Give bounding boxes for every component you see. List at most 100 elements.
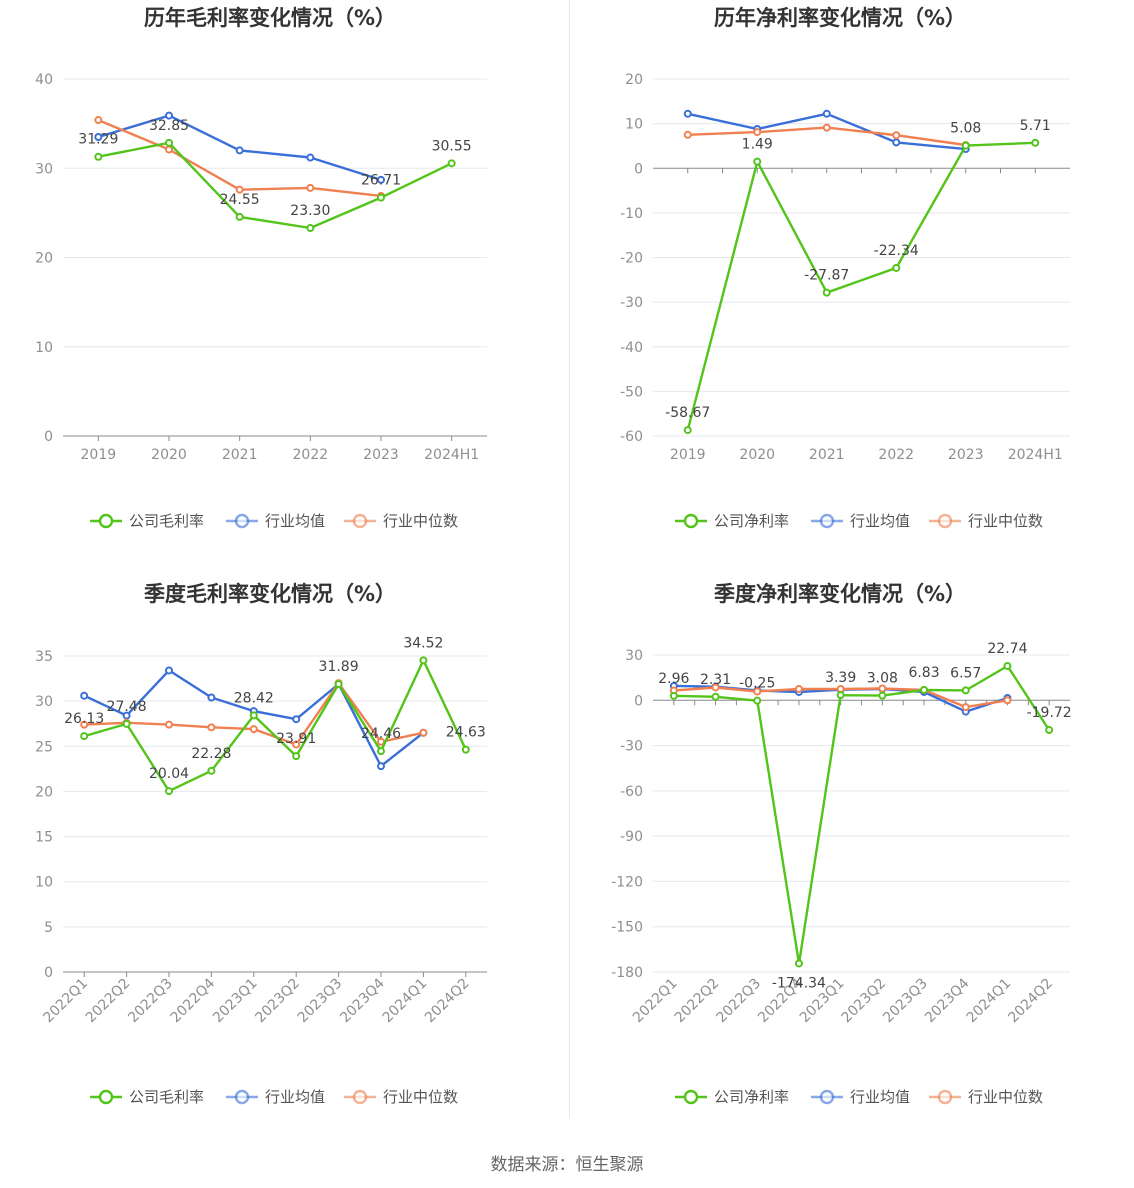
data-label: 24.55 [220, 192, 260, 208]
x-tick-label: 2024H1 [1008, 447, 1063, 463]
chart-title: 历年毛利率变化情况（%） [144, 6, 396, 30]
x-tick-label: 2022 [878, 447, 914, 463]
data-point [165, 145, 173, 154]
series-line-company [83, 659, 467, 793]
data-point [207, 723, 216, 732]
x-tick-label: 2020 [151, 447, 187, 463]
data-point [892, 131, 901, 140]
y-tick-label: -180 [611, 965, 643, 981]
y-tick-label: 0 [634, 161, 643, 177]
quarterly-gross-margin-panel: 季度毛利率变化情况（%） 0 5 10 15 20 25 30 35 2022Q1 2022Q2 20… [0, 576, 567, 1151]
data-point [892, 263, 901, 272]
x-tick-label: 2020 [739, 447, 775, 463]
legend-label: 公司净利率 [714, 512, 789, 530]
x-tick-label: 2024Q1 [380, 976, 431, 1027]
x-tick-label: 2019 [670, 447, 706, 463]
data-point [822, 109, 831, 118]
data-point [80, 691, 89, 700]
x-tick-label: 2021 [222, 447, 258, 463]
data-label: 2.31 [700, 672, 731, 688]
x-tick-label: 2022Q2 [672, 976, 723, 1027]
data-label: 24.46 [361, 726, 401, 742]
panel-divider [569, 0, 570, 1118]
data-label: 5.08 [950, 121, 981, 137]
legend-marker [234, 1089, 250, 1105]
data-label: 6.83 [908, 665, 939, 681]
y-tick-label: 5 [44, 920, 53, 936]
annual-gross-margin-chart: 历年毛利率变化情况（%） 0 10 20 30 40 2019 2020 2021 2022 202… [35, 6, 487, 530]
data-point [235, 212, 244, 221]
data-label: 20.04 [149, 766, 189, 782]
legend-marker [683, 513, 699, 529]
data-point [165, 720, 173, 729]
data-point [306, 224, 315, 233]
data-point [961, 703, 970, 712]
data-label: 31.89 [319, 659, 359, 675]
legend-label: 行业中位数 [383, 512, 458, 530]
chart-title: 季度净利率变化情况（%） [714, 582, 966, 606]
legend-marker [98, 513, 114, 529]
data-point [249, 725, 258, 734]
data-label: 22.28 [191, 746, 231, 762]
data-label: 3.39 [825, 670, 856, 686]
legend-label: 行业中位数 [968, 512, 1043, 530]
y-tick-label: -120 [611, 874, 643, 890]
quarterly-net-margin-chart: 季度净利率变化情况（%） -180 -150 -120 -90 -60 -30 0 30 2022… [611, 582, 1072, 1106]
data-label: 1.49 [742, 137, 773, 153]
data-label: 26.71 [361, 173, 401, 189]
y-tick-label: 10 [35, 875, 53, 891]
y-tick-label: 35 [35, 649, 53, 665]
legend-marker [352, 1089, 368, 1105]
chart-title: 季度毛利率变化情况（%） [144, 582, 396, 606]
x-tick-label: 2024Q1 [964, 976, 1015, 1027]
data-label: -19.72 [1027, 705, 1072, 721]
data-point [94, 152, 103, 161]
quarterly-net-margin-panel: 季度净利率变化情况（%） -180 -150 -120 -90 -60 -30 0 30 2022… [570, 576, 1134, 1151]
data-point [683, 130, 692, 139]
x-tick-label: 2022 [293, 447, 329, 463]
y-tick-label: -50 [620, 384, 643, 400]
data-point [334, 680, 343, 689]
data-label: -58.67 [665, 405, 710, 421]
x-tick-label: 2023 [948, 447, 984, 463]
data-source: 数据来源：恒生聚源 [490, 1155, 644, 1175]
x-tick-label: 2023Q1 [210, 976, 261, 1027]
annual-net-margin-chart: 历年净利率变化情况（%） -60 -50 -40 -30 -20 -10 0 10 20 2019 2… [620, 6, 1070, 530]
data-point [753, 687, 762, 696]
data-point [669, 691, 678, 700]
data-point [94, 133, 103, 142]
data-point [80, 720, 89, 729]
data-label: 23.30 [290, 203, 330, 219]
legend-label: 公司毛利率 [129, 512, 204, 530]
data-label: 32.85 [149, 118, 189, 134]
data-label: 23.91 [276, 731, 316, 747]
y-tick-label: -10 [620, 206, 643, 222]
data-point [377, 193, 385, 202]
data-point [306, 153, 315, 162]
data-label: 6.57 [950, 665, 981, 681]
legend-label: 行业均值 [265, 512, 325, 530]
y-tick-label: 20 [35, 251, 53, 267]
y-tick-label: 0 [634, 693, 643, 709]
data-point [377, 175, 385, 184]
x-tick-label: 2019 [81, 447, 117, 463]
data-label: -0.25 [739, 676, 775, 692]
data-point [235, 146, 244, 155]
quarterly-gross-margin-chart: 季度毛利率变化情况（%）051015202530352022Q12022Q220… [35, 582, 487, 1106]
data-point [377, 762, 385, 771]
data-label: 30.55 [432, 138, 472, 154]
data-point [822, 123, 831, 132]
data-point [447, 159, 456, 168]
data-point [292, 740, 301, 749]
data-label: 24.63 [446, 725, 486, 741]
x-tick-label: 2023Q2 [839, 976, 890, 1027]
data-point [249, 711, 258, 720]
data-point [1031, 138, 1040, 147]
data-label: 31.29 [78, 132, 118, 148]
x-tick-label: 2024Q2 [422, 976, 473, 1027]
y-tick-label: 10 [625, 117, 643, 133]
legend-label: 行业中位数 [383, 1088, 458, 1106]
x-tick-label: 2023Q3 [295, 976, 346, 1027]
data-point [419, 656, 428, 665]
y-tick-label: -20 [620, 251, 643, 267]
